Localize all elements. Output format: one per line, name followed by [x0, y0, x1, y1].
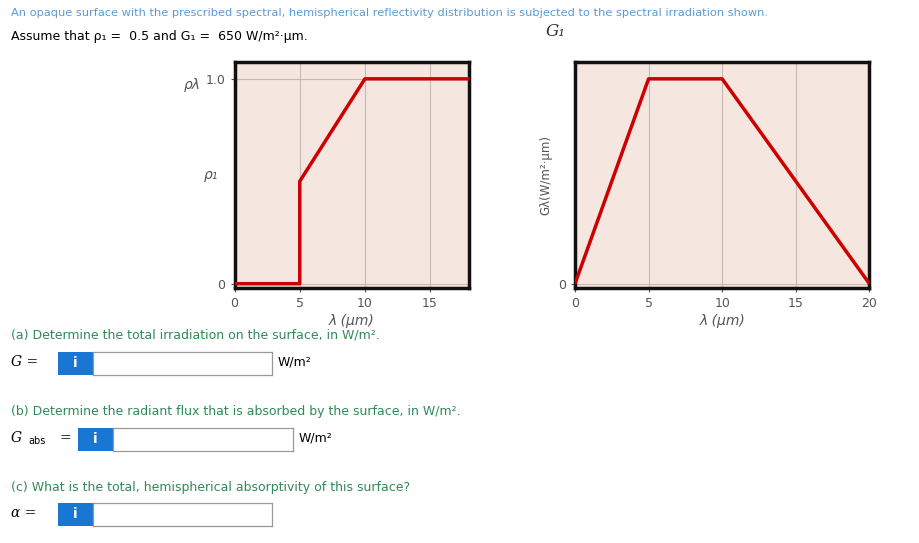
Text: (a) Determine the total irradiation on the surface, in W/m².: (a) Determine the total irradiation on t…: [11, 329, 380, 342]
Text: (c) What is the total, hemispherical absorptivity of this surface?: (c) What is the total, hemispherical abs…: [11, 481, 410, 494]
Y-axis label: Gλ(W/m²·μm): Gλ(W/m²·μm): [539, 135, 551, 215]
Text: i: i: [73, 507, 78, 521]
Text: i: i: [73, 356, 78, 370]
Text: ρλ: ρλ: [184, 78, 200, 92]
Text: W/m²: W/m²: [298, 432, 332, 445]
Text: ρ₁: ρ₁: [204, 168, 218, 182]
X-axis label: λ (μm): λ (μm): [329, 314, 374, 328]
Text: Assume that ρ₁ =  0.5 and G₁ =  650 W/m²·μm.: Assume that ρ₁ = 0.5 and G₁ = 650 W/m²·μ…: [11, 30, 308, 43]
Text: W/m²: W/m²: [278, 356, 312, 369]
Text: abs: abs: [28, 437, 46, 446]
Text: G =: G =: [11, 355, 42, 369]
Text: =: =: [60, 431, 75, 445]
Text: G₁: G₁: [545, 23, 565, 40]
Text: G: G: [11, 431, 22, 445]
Text: (b) Determine the radiant flux that is absorbed by the surface, in W/m².: (b) Determine the radiant flux that is a…: [11, 405, 460, 418]
Text: An opaque surface with the prescribed spectral, hemispherical reflectivity distr: An opaque surface with the prescribed sp…: [11, 8, 767, 18]
X-axis label: λ (μm): λ (μm): [698, 314, 744, 328]
Text: α =: α =: [11, 506, 40, 520]
Text: i: i: [93, 432, 98, 446]
